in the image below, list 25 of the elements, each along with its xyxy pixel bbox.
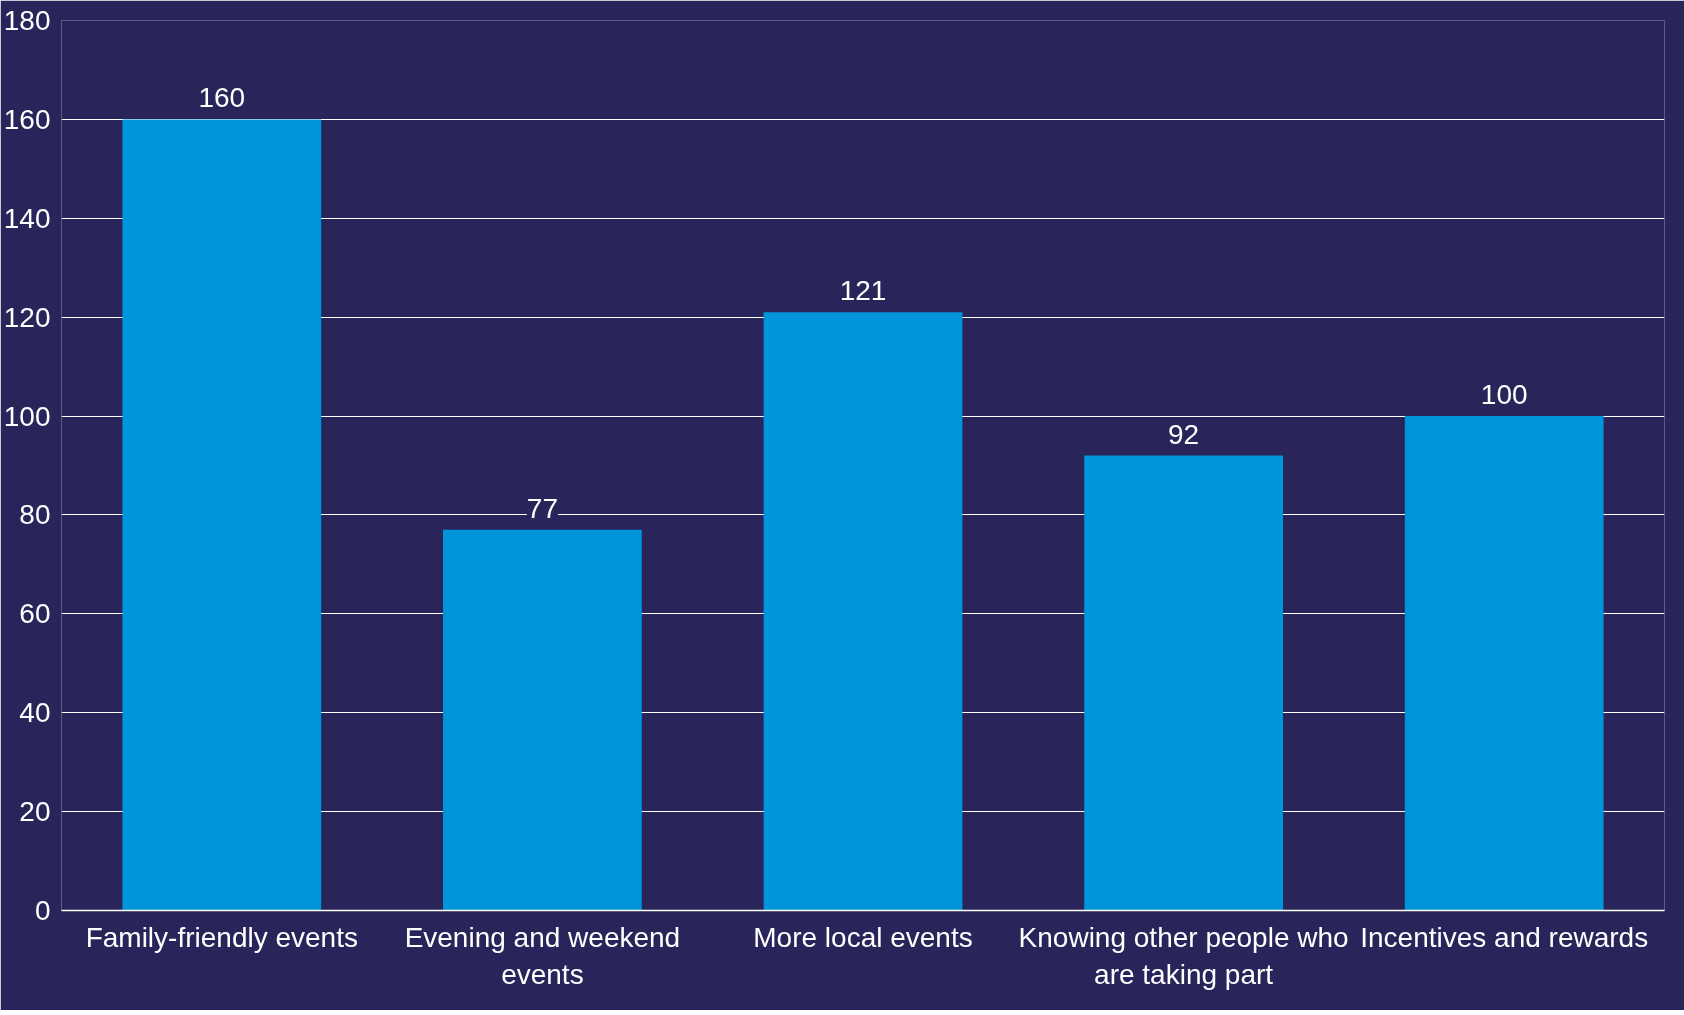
y-tick-label: 100 xyxy=(3,400,51,432)
y-tick-label: 180 xyxy=(3,5,51,36)
data-label: 100 xyxy=(1480,379,1528,411)
x-tick-label: Knowing other people who are taking part xyxy=(1018,921,1349,990)
data-label: 92 xyxy=(1168,418,1200,450)
y-tick-label: 60 xyxy=(19,598,51,630)
data-label: 160 xyxy=(198,82,246,114)
y-tick-label: 120 xyxy=(3,301,51,333)
x-tick-label: Family-friendly events xyxy=(85,921,358,953)
x-tick-label: Incentives and rewards xyxy=(1360,921,1649,953)
bar xyxy=(1084,455,1283,911)
bar xyxy=(443,529,642,911)
y-tick-label: 0 xyxy=(34,895,51,926)
bar xyxy=(763,312,963,911)
y-tick-label: 40 xyxy=(19,697,51,729)
bar xyxy=(122,119,322,911)
y-tick-label: 20 xyxy=(19,796,51,828)
data-label: 77 xyxy=(526,492,558,524)
x-tick-label: Evening and weekend events xyxy=(404,921,681,990)
y-tick-label: 80 xyxy=(19,499,51,531)
y-tick-label: 160 xyxy=(3,103,51,135)
data-label: 121 xyxy=(839,275,887,307)
bar xyxy=(1404,416,1604,911)
y-tick-label: 140 xyxy=(3,202,51,234)
x-tick-label: More local events xyxy=(753,921,973,953)
